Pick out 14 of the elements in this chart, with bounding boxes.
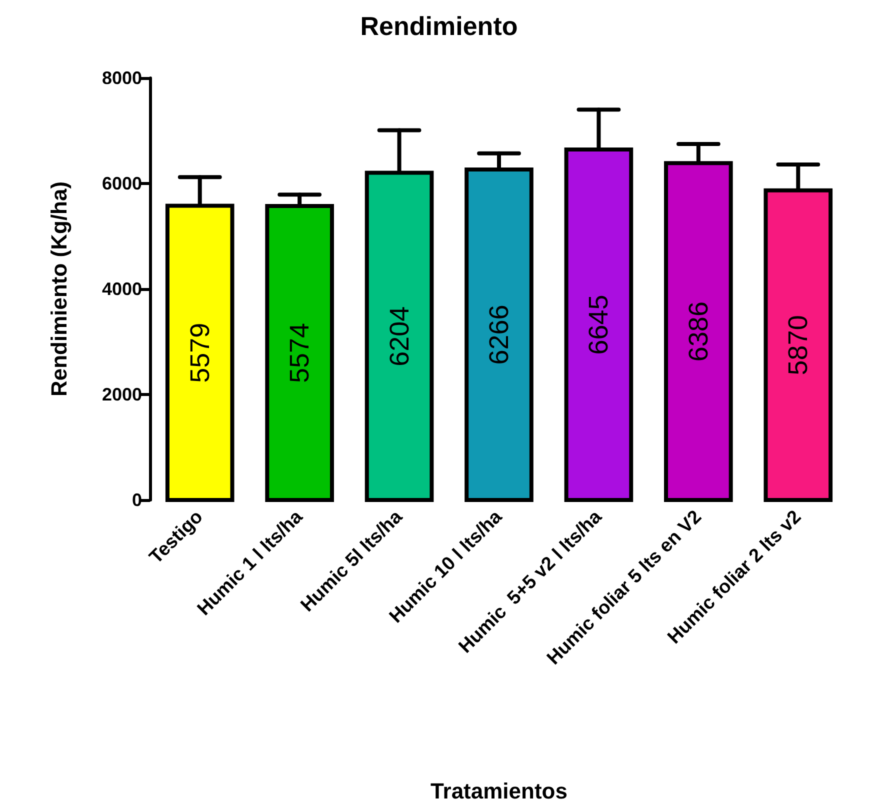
data-label: 6266 — [484, 304, 514, 365]
data-label: 5870 — [783, 315, 814, 376]
data-label: 6645 — [584, 294, 614, 355]
data-label: 5574 — [284, 322, 315, 384]
data-label: 6386 — [683, 302, 714, 362]
data-label: 6204 — [384, 306, 414, 366]
y-tick-label: 2000 — [102, 384, 142, 404]
y-axis-title: Rendimiento (Kg/ha) — [46, 181, 72, 397]
y-tick-label: 6000 — [102, 174, 142, 194]
x-axis-title: Tratamientos — [430, 778, 568, 804]
y-tick-label: 4000 — [102, 279, 142, 299]
data-label: 5579 — [184, 322, 215, 383]
y-tick-label: 8000 — [102, 68, 142, 88]
chart-title: Rendimiento — [360, 11, 518, 41]
